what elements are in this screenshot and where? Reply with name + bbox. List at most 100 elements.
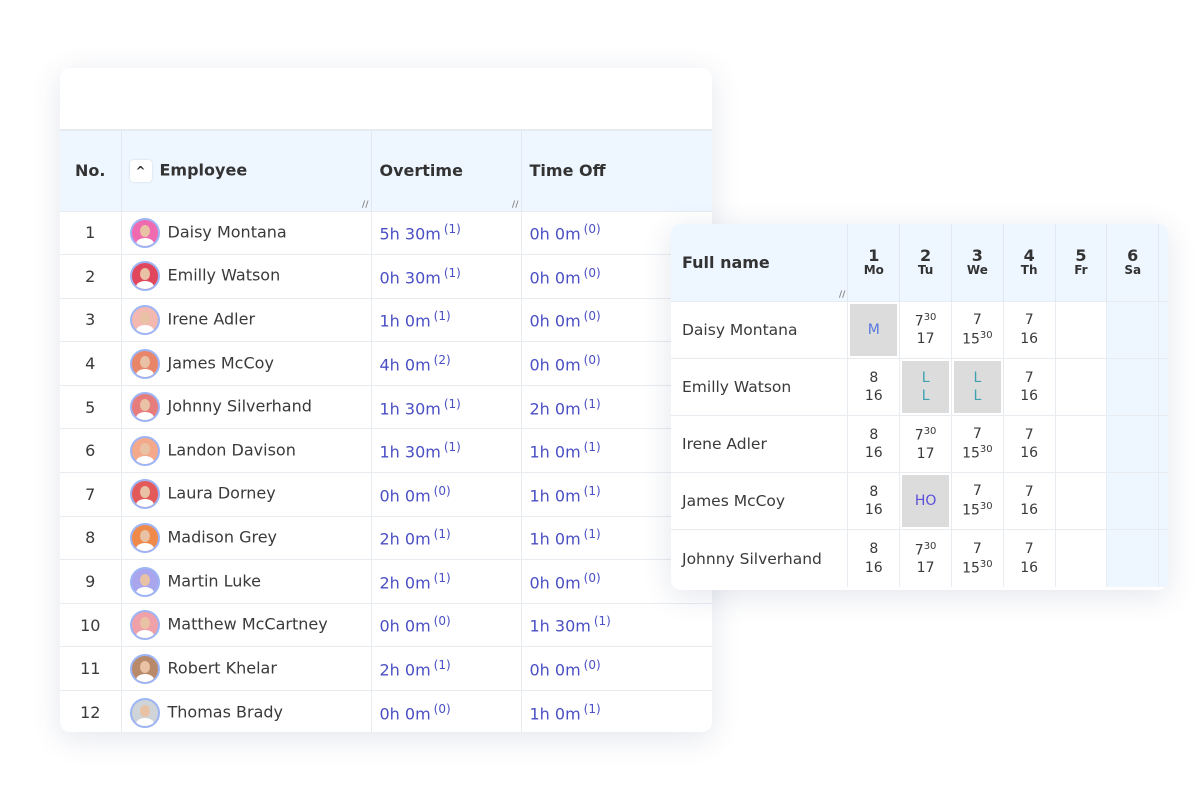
- day-cell[interactable]: 7 16: [1003, 472, 1056, 530]
- overtime-count: (1): [433, 570, 451, 585]
- day-cell[interactable]: M: [847, 300, 901, 359]
- table-row[interactable]: 10 Matthew McCartney 0h 0m (0) 1h 30m (1): [60, 602, 712, 647]
- day-cell[interactable]: [1055, 414, 1108, 473]
- day-cell[interactable]: 7 16: [1003, 414, 1056, 473]
- shift-end: 1530: [952, 443, 1003, 463]
- day-cell[interactable]: 730 17: [899, 414, 952, 473]
- day-cell[interactable]: 8 16: [847, 472, 901, 530]
- day-cell[interactable]: [1106, 472, 1160, 530]
- employee-cell[interactable]: Martin Luke: [121, 559, 372, 604]
- day-cell[interactable]: [1055, 357, 1108, 416]
- day-cell[interactable]: [1158, 529, 1168, 587]
- day-cell[interactable]: [1106, 414, 1160, 473]
- day-cell[interactable]: 7 1530: [951, 414, 1004, 473]
- day-cell[interactable]: 8 16: [847, 529, 901, 587]
- table-row[interactable]: 4 James McCoy 4h 0m (2) 0h 0m (0): [60, 341, 712, 386]
- day-cell[interactable]: [1055, 472, 1108, 530]
- table-row[interactable]: 6 Landon Davison 1h 30m (1) 1h 0m (1): [60, 428, 712, 473]
- employee-cell[interactable]: Landon Davison: [121, 428, 372, 473]
- employee-cell[interactable]: Daisy Montana: [121, 210, 372, 255]
- day-cell[interactable]: 7 16: [1003, 300, 1056, 359]
- day-cell[interactable]: [1106, 300, 1160, 359]
- header-time-off[interactable]: Time Off: [521, 131, 712, 211]
- overtime-cell[interactable]: 1h 30m (1): [371, 384, 522, 429]
- chevron-up-icon[interactable]: ^: [129, 159, 152, 182]
- day-cell[interactable]: 7 16: [1003, 357, 1056, 416]
- day-cell[interactable]: 7 16: [1003, 529, 1056, 587]
- day-cell[interactable]: 7 1530: [951, 472, 1004, 530]
- day-cell[interactable]: 7 1530: [951, 529, 1004, 587]
- resize-handle[interactable]: //: [838, 289, 846, 300]
- table-row[interactable]: 2 Emilly Watson 0h 30m (1) 0h 0m (0): [60, 254, 712, 299]
- day-number: 4: [1023, 245, 1035, 265]
- overtime-cell[interactable]: 4h 0m (2): [371, 341, 522, 386]
- time-off-cell[interactable]: 1h 30m (1): [521, 602, 712, 647]
- table-row[interactable]: 12 Thomas Brady 0h 0m (0) 1h 0m (1): [60, 690, 712, 732]
- leave-code: M: [867, 321, 880, 338]
- shift-start: 730: [900, 425, 951, 445]
- overtime-cell[interactable]: 2h 0m (1): [371, 515, 522, 560]
- resize-handle[interactable]: //: [511, 199, 519, 210]
- table-row[interactable]: 1 Daisy Montana 5h 30m (1) 0h 0m (0): [60, 210, 712, 255]
- day-cell[interactable]: [1158, 357, 1168, 416]
- day-cell[interactable]: 730 17: [899, 300, 952, 359]
- day-cell[interactable]: HO: [899, 472, 952, 530]
- day-cell[interactable]: 7 1530: [951, 300, 1004, 359]
- card-toolbar: [60, 68, 712, 131]
- overtime-value: 2h 0m: [379, 660, 431, 680]
- time-off-cell[interactable]: 0h 0m (0): [521, 646, 712, 691]
- day-cell[interactable]: [1055, 300, 1108, 359]
- employee-name: Irene Adler: [167, 309, 256, 329]
- table-row[interactable]: 5 Johnny Silverhand 1h 30m (1) 2h 0m (1): [60, 384, 712, 429]
- day-cell[interactable]: [1158, 414, 1168, 473]
- employee-cell[interactable]: Johnny Silverhand: [121, 384, 372, 429]
- table-row[interactable]: 3 Irene Adler 1h 0m (1) 0h 0m (0): [60, 297, 712, 342]
- employee-cell[interactable]: Irene Adler: [121, 297, 372, 342]
- day-cell[interactable]: [1158, 472, 1168, 530]
- table-row[interactable]: 8 Madison Grey 2h 0m (1) 1h 0m (1): [60, 515, 712, 560]
- overtime-cell[interactable]: 5h 30m (1): [371, 210, 522, 255]
- day-cell[interactable]: [1106, 357, 1160, 416]
- table-row[interactable]: 9 Martin Luke 2h 0m (1) 0h 0m (0): [60, 559, 712, 604]
- day-cell[interactable]: [1158, 300, 1168, 359]
- overtime-cell[interactable]: 1h 0m (1): [371, 297, 522, 342]
- employee-cell[interactable]: Robert Khelar: [121, 646, 372, 691]
- resize-handle[interactable]: //: [361, 199, 369, 210]
- overtime-cell[interactable]: 2h 0m (1): [371, 646, 522, 691]
- header-employee[interactable]: ^ Employee //: [121, 131, 372, 211]
- leave-box[interactable]: HO: [902, 475, 949, 528]
- shift-start: 7: [952, 425, 1003, 443]
- day-cell[interactable]: [1055, 529, 1108, 587]
- overtime-cell[interactable]: 0h 30m (1): [371, 254, 522, 299]
- overtime-cell[interactable]: 0h 0m (0): [371, 602, 522, 647]
- overtime-cell[interactable]: 2h 0m (1): [371, 559, 522, 604]
- employee-cell[interactable]: Matthew McCartney: [121, 602, 372, 647]
- overtime-cell[interactable]: 1h 30m (1): [371, 428, 522, 473]
- employee-cell[interactable]: Madison Grey: [121, 515, 372, 560]
- header-full-name[interactable]: Full name //: [671, 224, 849, 301]
- overtime-cell[interactable]: 0h 0m (0): [371, 472, 522, 517]
- employee-cell[interactable]: Emilly Watson: [121, 254, 372, 299]
- time-off-cell[interactable]: 1h 0m (1): [521, 690, 712, 732]
- avatar: [129, 392, 160, 423]
- table-row[interactable]: 7 Laura Dorney 0h 0m (0) 1h 0m (1): [60, 472, 712, 517]
- start-hour: 8: [869, 483, 879, 500]
- leave-box[interactable]: M: [850, 303, 898, 356]
- table-row[interactable]: 11 Robert Khelar 2h 0m (1) 0h 0m (0): [60, 646, 712, 691]
- start-hour: 7: [1024, 541, 1034, 558]
- day-cell[interactable]: 8 16: [847, 414, 901, 473]
- day-cell[interactable]: [1106, 529, 1160, 587]
- header-overtime[interactable]: Overtime //: [371, 131, 522, 211]
- overtime-cell[interactable]: 0h 0m (0): [371, 690, 522, 732]
- day-cell[interactable]: 8 16: [847, 357, 901, 416]
- weekday: We: [966, 263, 988, 278]
- employee-cell[interactable]: James McCoy: [121, 341, 372, 386]
- employee-cell[interactable]: Laura Dorney: [121, 472, 372, 517]
- employee-cell[interactable]: Thomas Brady: [121, 690, 372, 732]
- day-cell[interactable]: 730 17: [899, 529, 952, 587]
- overtime-value: 4h 0m: [379, 355, 431, 375]
